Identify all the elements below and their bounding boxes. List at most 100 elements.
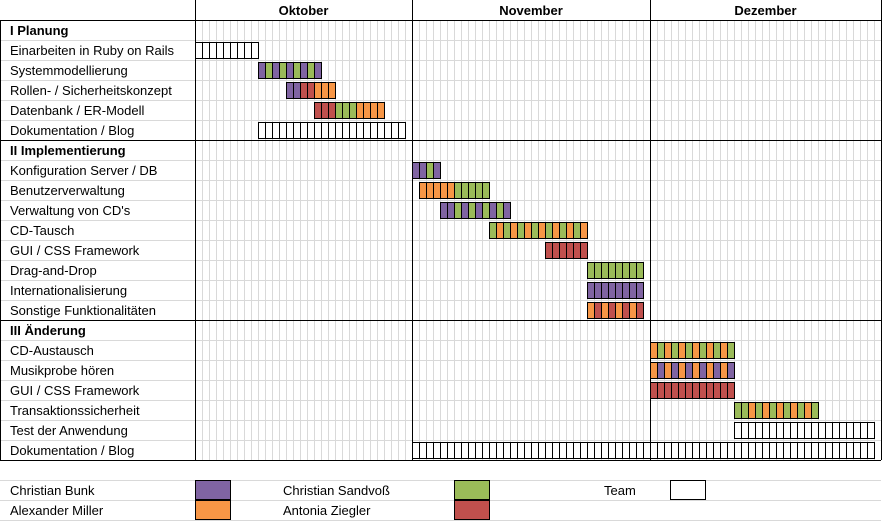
gantt-bar-cell [650,442,658,459]
gantt-bar-cell [608,442,616,459]
gantt-bar-cell [279,122,287,139]
gantt-bar-cell [755,402,763,419]
task-label: Dokumentation / Blog [10,443,134,458]
gantt-bar-cell [804,442,812,459]
gantt-bar-cell [538,442,546,459]
gantt-bar-cell [545,242,553,259]
gantt-bar-cell [853,442,861,459]
gantt-bar-cell [237,42,245,59]
gantt-bar-cell [517,222,525,239]
gantt-bar-cell [363,122,371,139]
gantt-bar-cell [370,102,378,119]
gantt-bar-cell [377,102,385,119]
gantt-bar-cell [685,342,693,359]
gantt-bar-cell [629,262,637,279]
gantt-bar-cell [489,202,497,219]
gantt-bar-cell [783,402,791,419]
gantt-bar-cell [664,442,672,459]
gantt-bar-cell [615,302,623,319]
gantt-bar-cell [832,422,840,439]
gantt-bar-cell [307,62,315,79]
task-label: Konfiguration Server / DB [10,163,157,178]
gantt-bar-cell [699,342,707,359]
gantt-bar-cell [398,122,406,139]
gantt-bar-cell [769,402,777,419]
gantt-bar-cell [314,82,322,99]
gantt-bar-cell [790,422,798,439]
gantt-bar-cell [678,442,686,459]
gantt-bar-cell [601,302,609,319]
gantt-bar-cell [230,42,238,59]
gantt-bar-cell [832,442,840,459]
gantt-bar-cell [573,222,581,239]
gantt-bar-cell [622,262,630,279]
task-label: Systemmodellierung [10,63,128,78]
gantt-bar-cell [573,442,581,459]
gantt-bar-cell [748,442,756,459]
gantt-bar-cell [531,442,539,459]
gantt-bar-cell [650,362,658,379]
gantt-bar-cell [727,342,735,359]
gantt-bar-cell [391,122,399,139]
gantt-bar-cell [293,122,301,139]
task-label: Verwaltung von CD's [10,203,131,218]
gantt-bar-cell [706,382,714,399]
gantt-bar-cell [475,442,483,459]
gantt-bar-cell [727,382,735,399]
gantt-bar-cell [636,282,644,299]
gantt-bar-cell [678,382,686,399]
gantt-bar-cell [594,282,602,299]
gantt-bar-cell [741,402,749,419]
gantt-bar-cell [657,342,665,359]
gantt-bar-cell [349,122,357,139]
gantt-bar-cell [286,62,294,79]
gantt-bar-cell [713,362,721,379]
section-label: I Planung [10,23,69,38]
gantt-bar-cell [846,422,854,439]
gantt-bar-cell [734,402,742,419]
gantt-bar-cell [706,442,714,459]
gantt-bar-cell [699,382,707,399]
month-label: Dezember [734,3,796,18]
gantt-bar-cell [860,442,868,459]
gantt-bar-cell [552,242,560,259]
gantt-bar-cell [734,422,742,439]
gantt-bar-cell [769,422,777,439]
gantt-bar-cell [692,342,700,359]
gantt-bar-cell [559,442,567,459]
gantt-bar-cell [671,342,679,359]
gantt-bar-cell [713,342,721,359]
gantt-bar-cell [489,222,497,239]
legend-swatch [454,480,490,500]
gantt-bar-cell [468,182,476,199]
gantt-bar-cell [776,442,784,459]
gantt-bar-cell [328,102,336,119]
gantt-bar-cell [468,442,476,459]
task-label: GUI / CSS Framework [10,383,140,398]
gantt-bar-cell [328,122,336,139]
gantt-bar-cell [307,82,315,99]
gantt-bar-cell [293,62,301,79]
gantt-bar-cell [531,222,539,239]
gantt-bar-cell [412,442,420,459]
task-label: Internationalisierung [10,283,127,298]
gantt-bar-cell [587,442,595,459]
gantt-bar-cell [377,122,385,139]
gantt-bar-cell [692,382,700,399]
gantt-bar-cell [454,202,462,219]
gantt-bar-cell [202,42,210,59]
gantt-bar-cell [475,182,483,199]
gantt-bar-cell [601,262,609,279]
gantt-bar-cell [727,362,735,379]
task-label: Drag-and-Drop [10,263,97,278]
task-label: GUI / CSS Framework [10,243,140,258]
month-label: Oktober [279,3,329,18]
task-label: Musikprobe hören [10,363,114,378]
gantt-bar-cell [867,422,875,439]
gantt-bar-cell [461,202,469,219]
task-label: Transaktionssicherheit [10,403,140,418]
section-label: II Implementierung [10,143,126,158]
gantt-bar-cell [356,122,364,139]
gantt-bar-cell [573,242,581,259]
gantt-bar-cell [636,442,644,459]
